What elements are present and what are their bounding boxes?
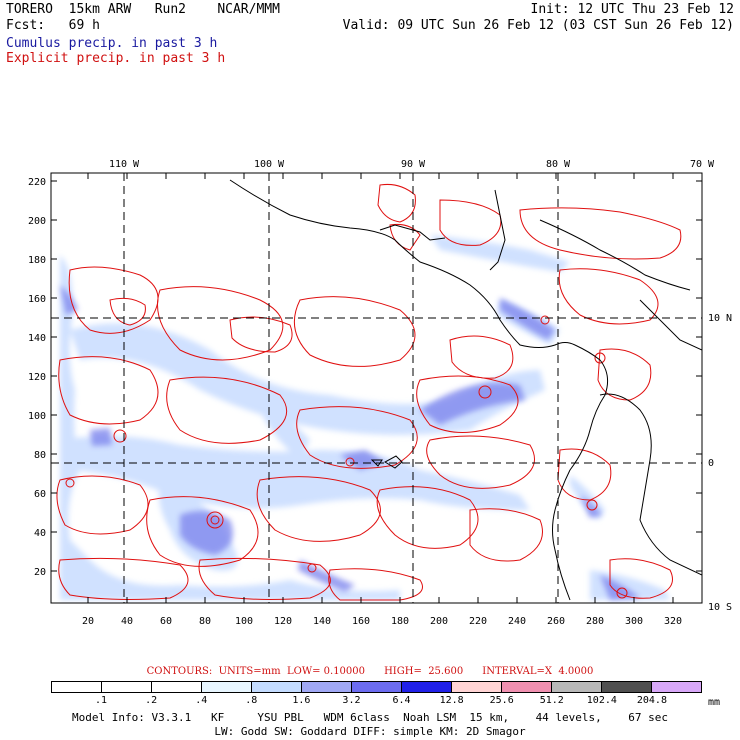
color-bar-label: .8 bbox=[245, 695, 258, 706]
lon-label: 80 W bbox=[546, 159, 571, 170]
lon-label: 90 W bbox=[401, 159, 426, 170]
model-info: Model Info: V3.3.1 KF YSU PBL WDM 6class… bbox=[71, 711, 669, 724]
color-swatch bbox=[302, 682, 352, 692]
y-tick-label: 80 bbox=[34, 450, 46, 461]
title-left: TORERO 15km ARW Run2 NCAR/MMM bbox=[6, 2, 280, 17]
x-tick-label: 60 bbox=[160, 616, 172, 627]
y-tick-label: 200 bbox=[28, 216, 46, 227]
right-latitude-labels: 10 N 0 10 S bbox=[708, 313, 732, 613]
color-swatch bbox=[452, 682, 502, 692]
y-tick-label: 40 bbox=[34, 528, 46, 539]
y-tick-label: 180 bbox=[28, 255, 46, 266]
x-tick-labels: 20 40 60 80 100 120 140 160 180 200 220 … bbox=[82, 616, 682, 627]
color-bar-label: .4 bbox=[195, 695, 208, 706]
color-bar-label: 1.6 bbox=[292, 695, 311, 706]
color-bar-label: .2 bbox=[145, 695, 158, 706]
valid-time: Valid: 09 UTC Sun 26 Feb 12 (03 CST Sun … bbox=[342, 18, 734, 33]
axis-ticks bbox=[51, 173, 702, 603]
units-label: mm bbox=[708, 697, 721, 708]
y-tick-labels: 220 200 180 160 140 120 100 80 60 40 20 bbox=[28, 177, 46, 578]
y-tick-label: 140 bbox=[28, 333, 46, 344]
top-longitude-labels: 110 W 100 W 90 W 80 W 70 W bbox=[109, 159, 715, 170]
lat-label: 0 bbox=[708, 458, 714, 469]
x-tick-label: 220 bbox=[469, 616, 487, 627]
y-tick-label: 160 bbox=[28, 294, 46, 305]
plot-frame bbox=[50, 172, 703, 604]
x-tick-label: 300 bbox=[625, 616, 643, 627]
x-tick-label: 320 bbox=[664, 616, 682, 627]
lon-label: 110 W bbox=[109, 159, 140, 170]
color-bar-label: 51.2 bbox=[539, 695, 564, 706]
color-swatch bbox=[502, 682, 552, 692]
color-bar-label: 102.4 bbox=[586, 695, 617, 706]
explicit-contours bbox=[56, 184, 682, 601]
y-tick-label: 120 bbox=[28, 372, 46, 383]
x-tick-label: 120 bbox=[274, 616, 292, 627]
x-tick-label: 260 bbox=[547, 616, 565, 627]
color-bar-label: 6.4 bbox=[392, 695, 411, 706]
color-swatch bbox=[602, 682, 652, 692]
color-bar-label: 25.6 bbox=[489, 695, 514, 706]
color-swatch bbox=[652, 682, 701, 692]
lat-lon-grid bbox=[51, 173, 702, 603]
x-tick-label: 180 bbox=[391, 616, 409, 627]
color-bar-label: .1 bbox=[95, 695, 108, 706]
coastline bbox=[229, 179, 702, 601]
x-tick-label: 280 bbox=[586, 616, 604, 627]
color-swatch bbox=[202, 682, 252, 692]
color-swatch bbox=[152, 682, 202, 692]
lon-label: 100 W bbox=[254, 159, 285, 170]
x-tick-label: 140 bbox=[313, 616, 331, 627]
cumulus-label: Cumulus precip. in past 3 h bbox=[6, 36, 218, 51]
y-tick-label: 20 bbox=[34, 567, 46, 578]
color-swatch bbox=[102, 682, 152, 692]
color-bar-label: 12.8 bbox=[439, 695, 464, 706]
lon-label: 70 W bbox=[690, 159, 715, 170]
lat-label: 10 S bbox=[708, 602, 732, 613]
color-swatch bbox=[402, 682, 452, 692]
forecast-hour: Fcst: 69 h bbox=[6, 18, 100, 33]
explicit-label: Explicit precip. in past 3 h bbox=[6, 51, 226, 66]
y-tick-label: 100 bbox=[28, 411, 46, 422]
x-tick-label: 20 bbox=[82, 616, 94, 627]
x-tick-label: 80 bbox=[199, 616, 211, 627]
init-time: Init: 12 UTC Thu 23 Feb 12 bbox=[530, 2, 735, 17]
y-tick-label: 220 bbox=[28, 177, 46, 188]
x-tick-label: 100 bbox=[235, 616, 253, 627]
color-bar-label: 3.2 bbox=[342, 695, 361, 706]
y-tick-label: 60 bbox=[34, 489, 46, 500]
cumulus-shading bbox=[60, 235, 670, 600]
color-swatch bbox=[352, 682, 402, 692]
x-tick-label: 240 bbox=[508, 616, 526, 627]
color-bar bbox=[51, 681, 702, 693]
lat-label: 10 N bbox=[708, 313, 732, 324]
x-tick-label: 40 bbox=[121, 616, 133, 627]
x-tick-label: 160 bbox=[352, 616, 370, 627]
contours-info: CONTOURS: UNITS=mm LOW= 0.10000 HIGH= 25… bbox=[146, 666, 594, 677]
model-physics: LW: Godd SW: Goddard DIFF: simple KM: 2D… bbox=[214, 725, 526, 738]
x-tick-label: 200 bbox=[430, 616, 448, 627]
color-swatch bbox=[52, 682, 102, 692]
color-swatch bbox=[552, 682, 602, 692]
color-bar-label: 204.8 bbox=[636, 695, 667, 706]
color-swatch bbox=[252, 682, 302, 692]
